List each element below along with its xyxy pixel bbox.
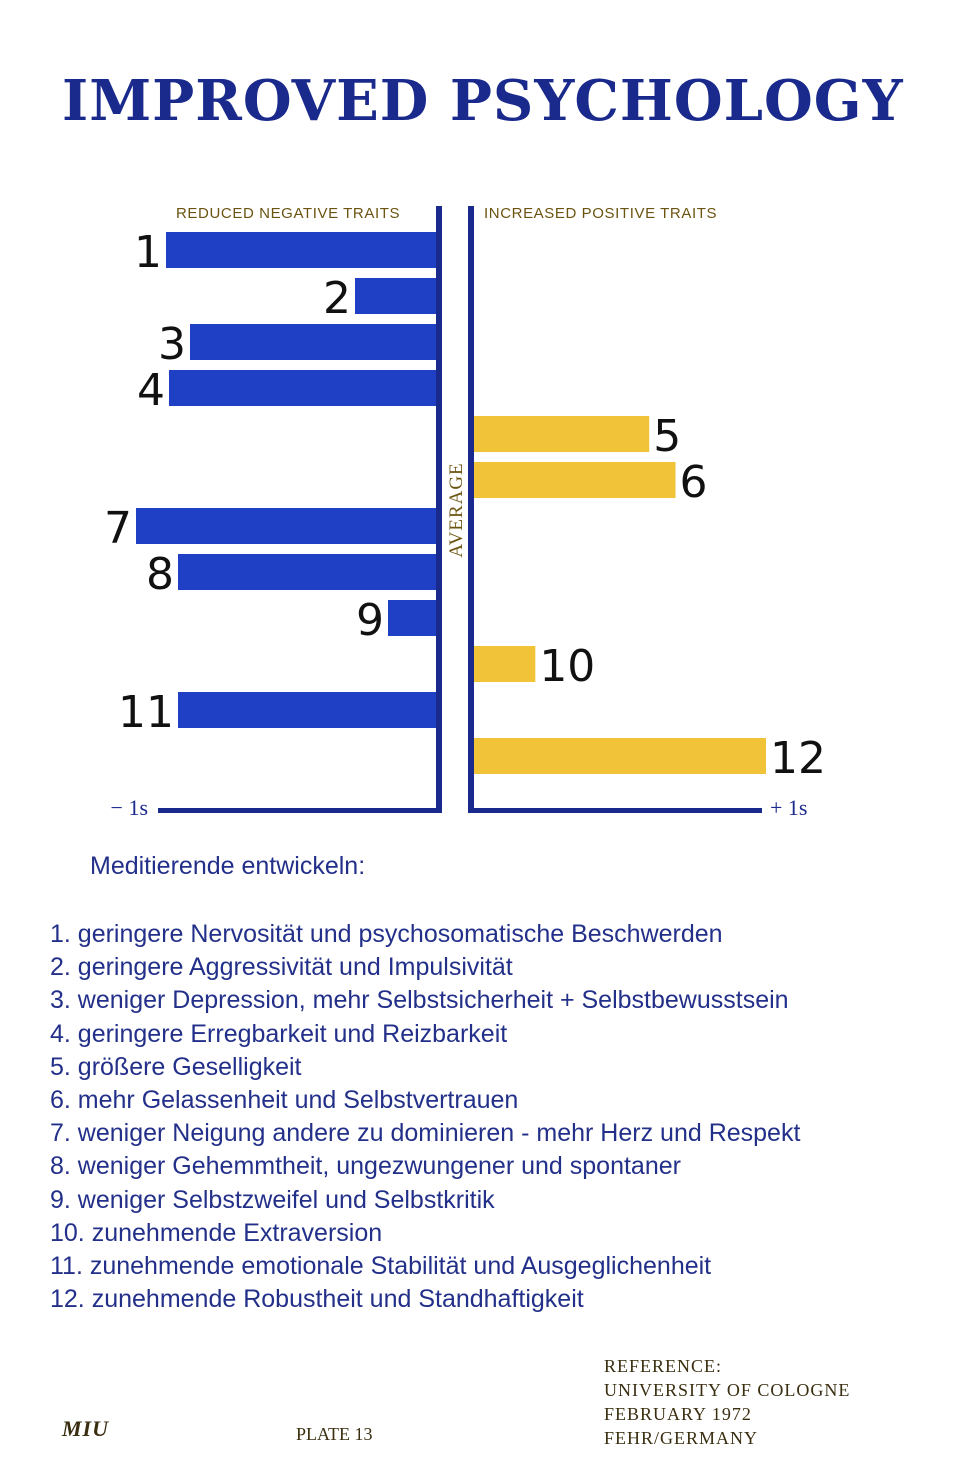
reference-line: REFERENCE:	[604, 1356, 723, 1376]
bar-number-label: 4	[137, 365, 165, 416]
x-max-label: + 1s	[770, 795, 807, 820]
right-axis-line	[468, 206, 474, 812]
bar-positive	[474, 462, 676, 498]
bar-positive	[474, 738, 766, 774]
header-left: REDUCED NEGATIVE TRAITS	[176, 205, 400, 222]
bar-number-label: 8	[146, 549, 174, 600]
bar-number-label: 7	[104, 503, 132, 554]
x-min-label: − 1s	[111, 795, 148, 820]
bar-positive	[474, 416, 650, 452]
list-item: 11. zunehmende emotionale Stabilität und…	[50, 1252, 712, 1281]
bar-negative	[166, 232, 436, 268]
bar-positive	[474, 646, 536, 682]
trait-list: 1. geringere Nervosität und psychosomati…	[50, 918, 800, 1316]
reference-line: UNIVERSITY OF COLOGNE	[604, 1380, 851, 1400]
reference-line: FEBRUARY 1972	[604, 1404, 752, 1424]
list-item: 6. mehr Gelassenheit und Selbstvertrauen	[50, 1086, 519, 1115]
list-item: 8. weniger Gehemmtheit, ungezwungener un…	[50, 1152, 681, 1181]
bar-number-label: 5	[653, 411, 681, 462]
page-title: IMPROVED PSYCHOLOGY	[62, 68, 904, 134]
bar-number-label: 10	[539, 641, 595, 692]
bar-number-label: 9	[356, 595, 384, 646]
bar-negative	[136, 508, 436, 544]
list-item: 2. geringere Aggressivität und Impulsivi…	[50, 953, 513, 982]
bar-number-label: 3	[158, 319, 186, 370]
bar-number-label: 1	[134, 227, 162, 278]
list-item: 3. weniger Depression, mehr Selbstsicher…	[50, 986, 789, 1015]
bar-negative	[388, 600, 436, 636]
bar-number-label: 11	[118, 687, 174, 738]
bar-number-label: 12	[770, 733, 826, 784]
bar-number-label: 2	[323, 273, 351, 324]
list-item: 4. geringere Erregbarkeit und Reizbarkei…	[50, 1019, 508, 1048]
list-intro: Meditierende entwickeln:	[90, 852, 366, 880]
reference-line: FEHR/GERMANY	[604, 1428, 759, 1448]
average-label: AVERAGE	[446, 462, 467, 557]
header-right: INCREASED POSITIVE TRAITS	[484, 205, 717, 222]
plate-number: PLATE 13	[296, 1424, 373, 1444]
list-item: 7. weniger Neigung andere zu dominieren …	[50, 1119, 801, 1148]
trait-chart: REDUCED NEGATIVE TRAITS INCREASED POSITIV…	[104, 205, 826, 820]
bar-negative	[190, 324, 436, 360]
logo: MIU	[62, 1416, 110, 1441]
bar-negative	[355, 278, 436, 314]
list-item: 9. weniger Selbstzweifel und Selbstkriti…	[50, 1185, 495, 1214]
left-baseline	[158, 808, 442, 813]
list-item: 5. größere Geselligkeit	[50, 1052, 302, 1081]
bar-number-label: 6	[679, 457, 707, 508]
list-item: 12. zunehmende Robustheit und Standhafti…	[50, 1285, 584, 1314]
bar-negative	[178, 692, 436, 728]
left-axis-line	[436, 206, 442, 812]
list-item: 10. zunehmende Extraversion	[50, 1218, 383, 1247]
reference-block: REFERENCE: UNIVERSITY OF COLOGNE FEBRUARY …	[604, 1354, 850, 1450]
list-item: 1. geringere Nervosität und psychosomati…	[50, 920, 723, 948]
right-baseline	[468, 808, 762, 813]
bar-negative	[178, 554, 436, 590]
bar-negative	[169, 370, 436, 406]
